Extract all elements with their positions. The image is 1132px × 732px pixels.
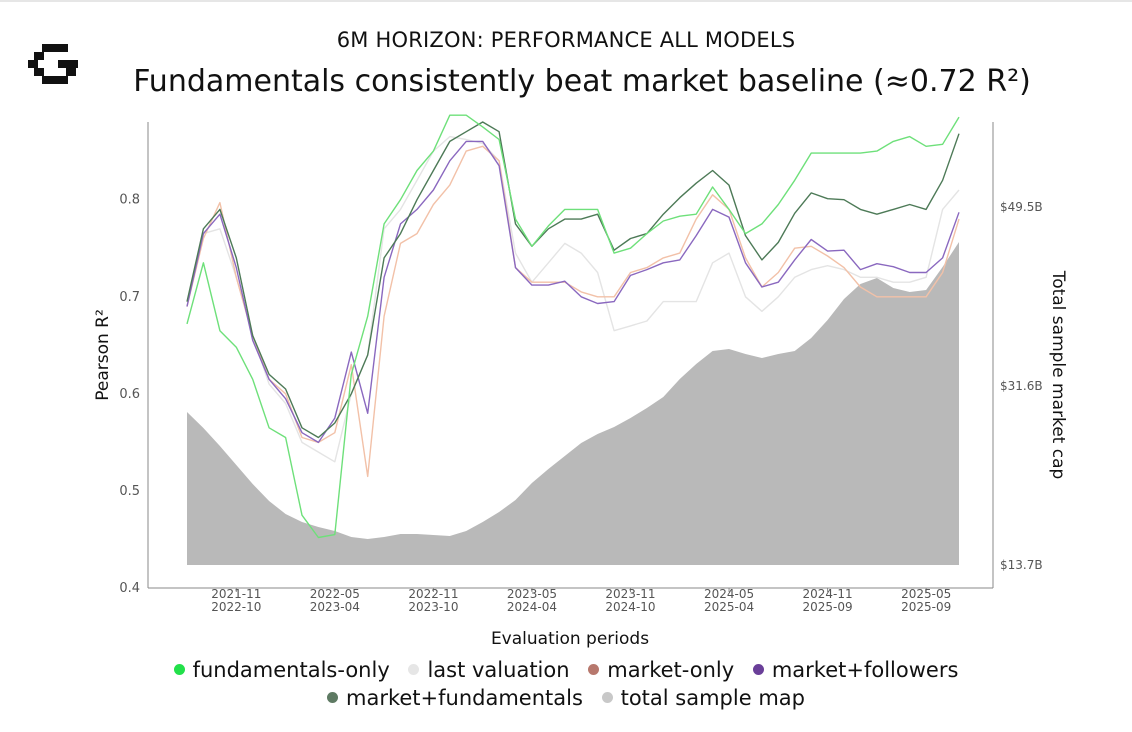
legend-dot-market-only (588, 663, 600, 675)
x-tick-label-top-1: 2022-05 (310, 587, 360, 601)
legend-label-last-valuation: last valuation (427, 658, 570, 682)
y2-axis-label: Total sample market cap (1048, 270, 1068, 480)
y-tick-label-0: 0.4 (119, 581, 140, 596)
series-line-fundamentals-only (186, 114, 960, 539)
series-line-market-fundamentals (186, 121, 960, 439)
x-tick-label-bottom-5: 2025-04 (704, 600, 754, 614)
x-tick-label-bottom-3: 2024-04 (507, 600, 557, 614)
y-tick-label-1: 0.5 (119, 484, 140, 499)
x-axis-label: Evaluation periods (491, 629, 649, 649)
x-tick-label-top-7: 2025-05 (901, 587, 951, 601)
y-tick-label-3: 0.7 (119, 290, 140, 305)
legend-dot-last-valuation (408, 663, 420, 675)
x-tick-label-bottom-2: 2023-10 (408, 600, 458, 614)
y2-tick-label-0: $13.7B (1000, 558, 1043, 572)
series-line-market-followers (186, 140, 960, 444)
x-tick-label-top-2: 2022-11 (408, 587, 458, 601)
legend-label-total-sample-map: total sample map (620, 686, 805, 710)
x-tick-label-bottom-6: 2025-09 (803, 600, 853, 614)
legend-label-market-fundamentals: market+fundamentals (346, 686, 583, 710)
y-tick-label-2: 0.6 (119, 387, 140, 402)
chart-title: Fundamentals consistently beat market ba… (133, 64, 1031, 99)
x-tick-label-top-4: 2023-11 (605, 587, 655, 601)
legend-label-market-followers: market+followers (771, 658, 959, 682)
legend-item-market-followers: market+followers (752, 658, 959, 682)
legend-row-1: fundamentals-only last valuation market-… (0, 658, 1132, 682)
x-tick-label-top-6: 2024-11 (803, 587, 853, 601)
area-total-sample-map (187, 242, 959, 565)
legend-label-market-only: market-only (607, 658, 735, 682)
legend-dot-market-followers (752, 663, 764, 675)
y-tick-label-4: 0.8 (119, 193, 140, 208)
y-axis-label: Pearson R² (93, 309, 113, 401)
legend-item-total-sample-map: total sample map (601, 686, 805, 710)
legend-dot-total-sample-map (601, 691, 613, 703)
legend-item-market-only: market-only (588, 658, 734, 682)
legend-label-fundamentals-only: fundamentals-only (192, 658, 390, 682)
legend-item-market-fundamentals: market+fundamentals (327, 686, 583, 710)
legend-dot-fundamentals-only (173, 663, 185, 675)
series-line-last-valuation (186, 135, 960, 463)
logo-icon (28, 44, 78, 84)
x-tick-label-bottom-1: 2023-04 (310, 600, 360, 614)
chart-subtitle: 6M HORIZON: PERFORMANCE ALL MODELS (336, 28, 796, 52)
x-tick-label-bottom-0: 2022-10 (211, 600, 261, 614)
y2-tick-label-2: $49.5B (1000, 200, 1043, 214)
x-tick-label-bottom-7: 2025-09 (901, 600, 951, 614)
legend-row-2: market+fundamentals total sample map (0, 686, 1132, 710)
x-tick-label-top-3: 2023-05 (507, 587, 557, 601)
y2-tick-label-1: $31.6B (1000, 379, 1043, 393)
x-tick-label-top-5: 2024-05 (704, 587, 754, 601)
legend-item-fundamentals-only: fundamentals-only (173, 658, 390, 682)
legend-item-last-valuation: last valuation (408, 658, 570, 682)
legend-dot-market-fundamentals (327, 691, 338, 703)
chart-area: 0.4 0.5 0.6 0.7 0.8 $13.7B $31.6B $49.5B 2021-11… (93, 114, 1068, 649)
x-tick-label-bottom-4: 2024-10 (605, 600, 655, 614)
x-tick-label-top-0: 2021-11 (211, 587, 261, 601)
